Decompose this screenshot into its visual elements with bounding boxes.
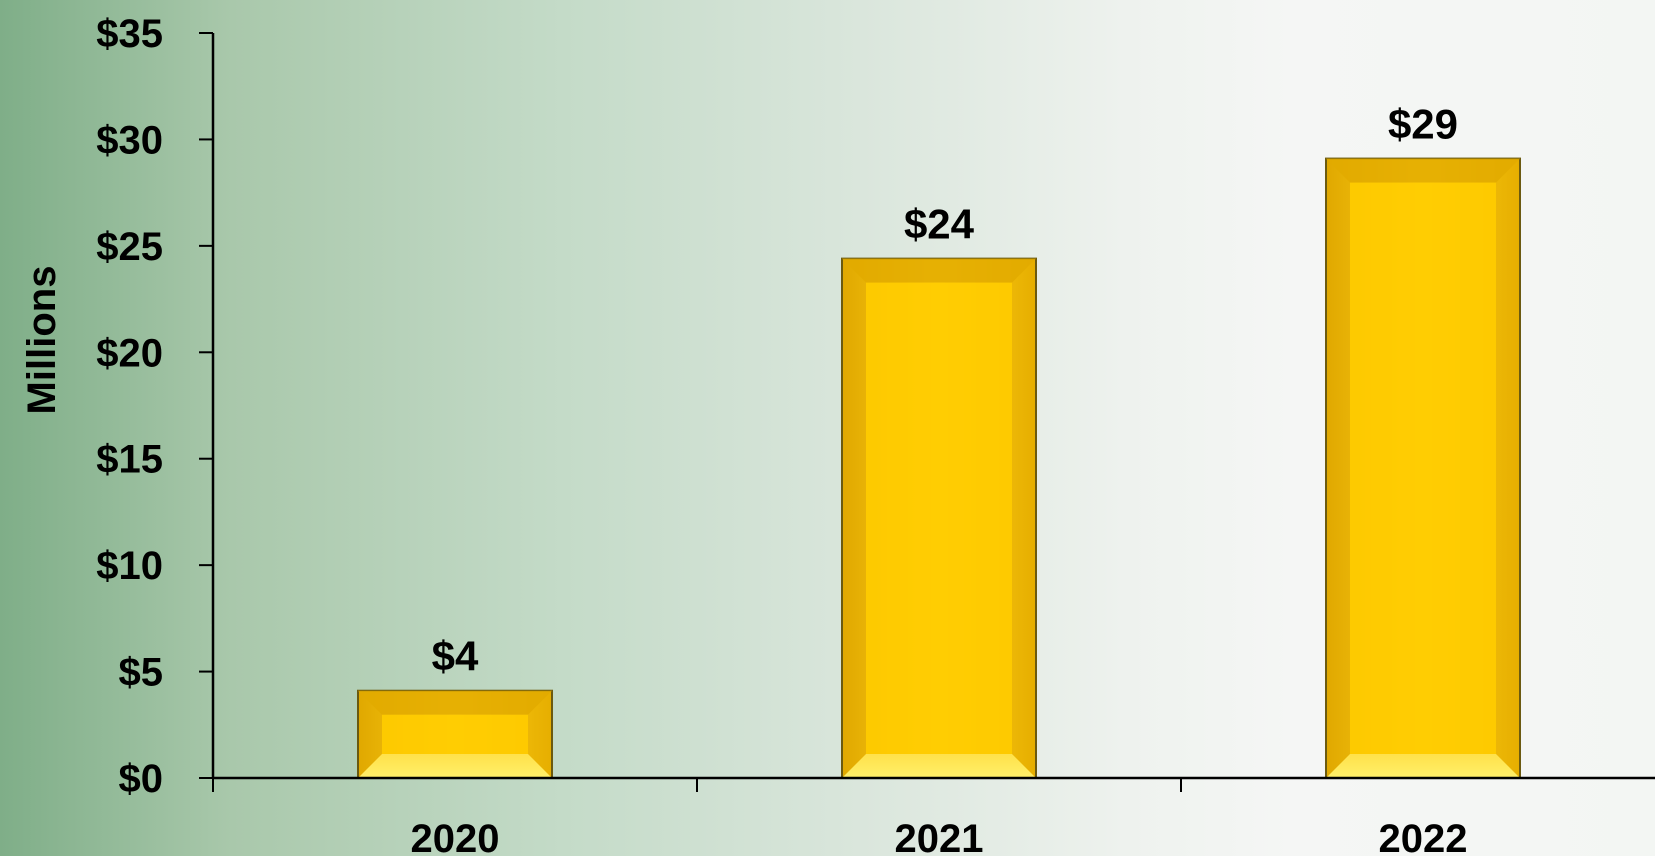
- bar-2021: [841, 257, 1037, 779]
- bar-face: [866, 282, 1012, 754]
- y-tick-label: $25: [96, 225, 163, 269]
- bar-bevel-bottom: [358, 754, 552, 778]
- bar-face: [1350, 182, 1496, 755]
- bar-bevel-bottom: [1326, 754, 1520, 778]
- data-label: $29: [1388, 101, 1458, 148]
- bar-face: [382, 714, 528, 754]
- y-tick-label: $15: [96, 438, 163, 482]
- bar-2020: [357, 689, 553, 780]
- y-tick-label: $10: [96, 544, 163, 588]
- y-tick-label: $30: [96, 118, 163, 162]
- x-tick-label: 2021: [895, 817, 984, 856]
- bar-bevel-bottom: [842, 754, 1036, 778]
- y-tick-label: $20: [96, 331, 163, 375]
- bar-2022: [1325, 157, 1521, 780]
- y-axis-title: Millions: [20, 266, 64, 415]
- data-label: $4: [432, 633, 479, 680]
- y-tick-label: $0: [119, 757, 164, 801]
- data-label: $24: [904, 201, 975, 248]
- bar-bevel-top: [842, 258, 1036, 283]
- bar-bevel-top: [1326, 158, 1520, 183]
- y-tick-label: $35: [96, 12, 163, 56]
- x-tick-label: 2020: [411, 817, 500, 856]
- bar-bevel-top: [358, 690, 552, 715]
- x-tick-label: 2022: [1379, 817, 1468, 856]
- y-tick-label: $5: [119, 651, 164, 695]
